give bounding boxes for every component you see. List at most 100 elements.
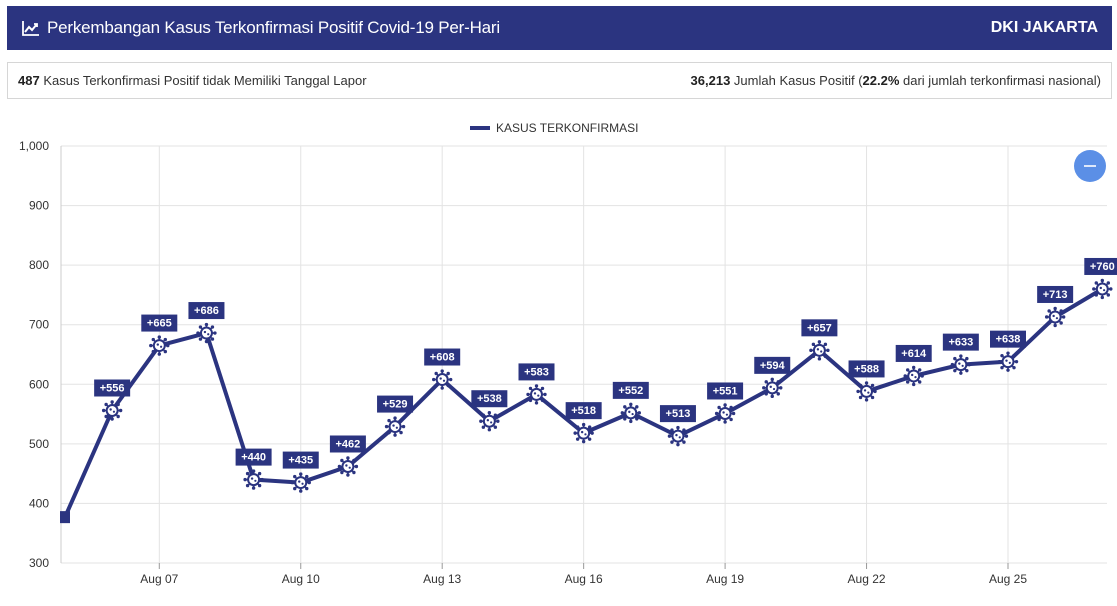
data-point[interactable] [60, 511, 70, 524]
chart-area: 300 400 500 600 700 800 900 1,000 Aug 07 Aug 10 Au… [0, 108, 1117, 601]
virus-marker[interactable] [526, 384, 547, 405]
data-label-text: +608 [430, 352, 455, 364]
x-tick-label: Aug 07 [140, 572, 178, 586]
y-tick-label: 400 [29, 496, 49, 510]
virus-marker[interactable] [997, 351, 1019, 372]
virus-marker[interactable] [667, 425, 689, 447]
data-label-box [188, 302, 225, 320]
national-percent-suffix: dari jumlah terkonfirmasi nasional) [899, 73, 1101, 88]
y-tick-label: 700 [29, 318, 49, 332]
data-label: +518 [565, 402, 602, 420]
zoom-reset-button[interactable] [1074, 150, 1106, 182]
data-label-box [707, 382, 744, 400]
virus-marker[interactable] [1092, 278, 1113, 300]
data-label-box [518, 363, 555, 381]
virus-marker[interactable] [432, 369, 453, 390]
data-label: +556 [94, 379, 131, 397]
data-label: +760 [1084, 257, 1117, 275]
virus-marker[interactable] [573, 422, 594, 444]
virus-marker[interactable] [1044, 306, 1066, 328]
data-label: +608 [424, 348, 461, 366]
x-tick-label: Aug 13 [423, 572, 461, 586]
data-label-text: +594 [760, 360, 786, 372]
data-label-box [895, 344, 932, 362]
data-label-box [754, 356, 791, 374]
data-label-box [990, 330, 1026, 348]
data-label-text: +551 [713, 385, 738, 397]
data-label-box [1037, 285, 1074, 303]
virus-marker[interactable] [714, 403, 736, 424]
virus-marker[interactable] [479, 411, 500, 432]
virus-marker[interactable] [243, 469, 264, 490]
data-label-box [565, 402, 602, 420]
virus-marker[interactable] [620, 402, 641, 424]
line-chart-icon [22, 21, 39, 36]
virus-marker[interactable] [290, 472, 311, 493]
page-title: Perkembangan Kasus Terkonfirmasi Positif… [47, 18, 500, 37]
data-label-text: +513 [666, 408, 691, 420]
national-percent: 22.2% [862, 73, 900, 88]
data-label: +552 [612, 381, 649, 399]
virus-marker[interactable] [903, 365, 924, 387]
legend-label: KASUS TERKONFIRMASI [496, 121, 638, 135]
data-label-box [329, 435, 366, 453]
data-label-box [235, 448, 272, 466]
data-label-box [471, 390, 508, 408]
data-label-text: +556 [100, 382, 125, 394]
virus-marker[interactable] [337, 456, 359, 477]
virus-marker[interactable] [950, 354, 972, 375]
data-label-text: +435 [288, 455, 313, 467]
data-label-box [612, 381, 649, 399]
data-label-text: +686 [194, 305, 219, 317]
data-label: +713 [1037, 285, 1074, 303]
data-label: +588 [848, 360, 885, 378]
virus-marker[interactable] [856, 381, 877, 402]
virus-marker[interactable] [384, 416, 406, 437]
data-label-box [801, 319, 838, 337]
data-label: +594 [754, 356, 791, 374]
data-label: +583 [518, 363, 555, 381]
virus-marker[interactable] [809, 340, 830, 361]
data-label-text: +760 [1090, 261, 1115, 273]
data-label-text: +638 [996, 334, 1021, 346]
total-positive-count: 36,213 [690, 73, 731, 88]
data-label-text: +713 [1043, 289, 1068, 301]
header-title-group: Perkembangan Kasus Terkonfirmasi Positif… [21, 18, 991, 38]
x-tick-label: Aug 16 [565, 572, 603, 586]
data-label-box [424, 348, 461, 366]
x-tick-label: Aug 25 [989, 572, 1027, 586]
x-tick-label: Aug 10 [282, 572, 320, 586]
chart-legend[interactable]: KASUS TERKONFIRMASI [470, 121, 638, 135]
data-label: +665 [141, 314, 178, 332]
data-label: +614 [895, 344, 932, 362]
data-label-text: +440 [241, 452, 266, 464]
data-label-text: +665 [147, 318, 172, 330]
x-tick-label: Aug 22 [848, 572, 886, 586]
info-right: 36,213 Jumlah Kasus Positif (22.2% dari … [691, 73, 1101, 88]
virus-marker[interactable] [149, 335, 170, 356]
data-label-text: +614 [901, 348, 927, 360]
data-label-box [848, 360, 885, 378]
virus-marker[interactable] [196, 322, 217, 344]
virus-marker[interactable] [762, 377, 783, 399]
data-label: +462 [329, 435, 366, 453]
data-label-text: +518 [571, 405, 596, 417]
y-tick-label: 600 [29, 377, 49, 391]
unreported-text: Kasus Terkonfirmasi Positif tidak Memili… [39, 73, 367, 88]
data-label-text: +538 [477, 393, 502, 405]
data-label-box [659, 405, 696, 423]
y-tick-label: 1,000 [19, 139, 49, 153]
y-tick-label: 800 [29, 258, 49, 272]
data-label-text: +588 [854, 363, 879, 375]
data-label-box [94, 379, 131, 397]
y-tick-label: 500 [29, 437, 49, 451]
y-tick-label: 900 [29, 199, 49, 213]
region-label: DKI JAKARTA [990, 19, 1098, 36]
data-label: +529 [377, 395, 414, 413]
virus-marker[interactable] [101, 400, 123, 421]
data-label-text: +529 [383, 399, 408, 411]
data-label: +513 [659, 405, 696, 423]
data-label-box [1084, 257, 1117, 275]
data-label: +538 [471, 390, 508, 408]
data-label-box [377, 395, 414, 413]
